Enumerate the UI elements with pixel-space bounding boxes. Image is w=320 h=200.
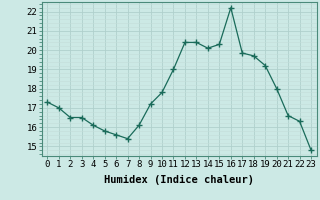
X-axis label: Humidex (Indice chaleur): Humidex (Indice chaleur) [104,175,254,185]
